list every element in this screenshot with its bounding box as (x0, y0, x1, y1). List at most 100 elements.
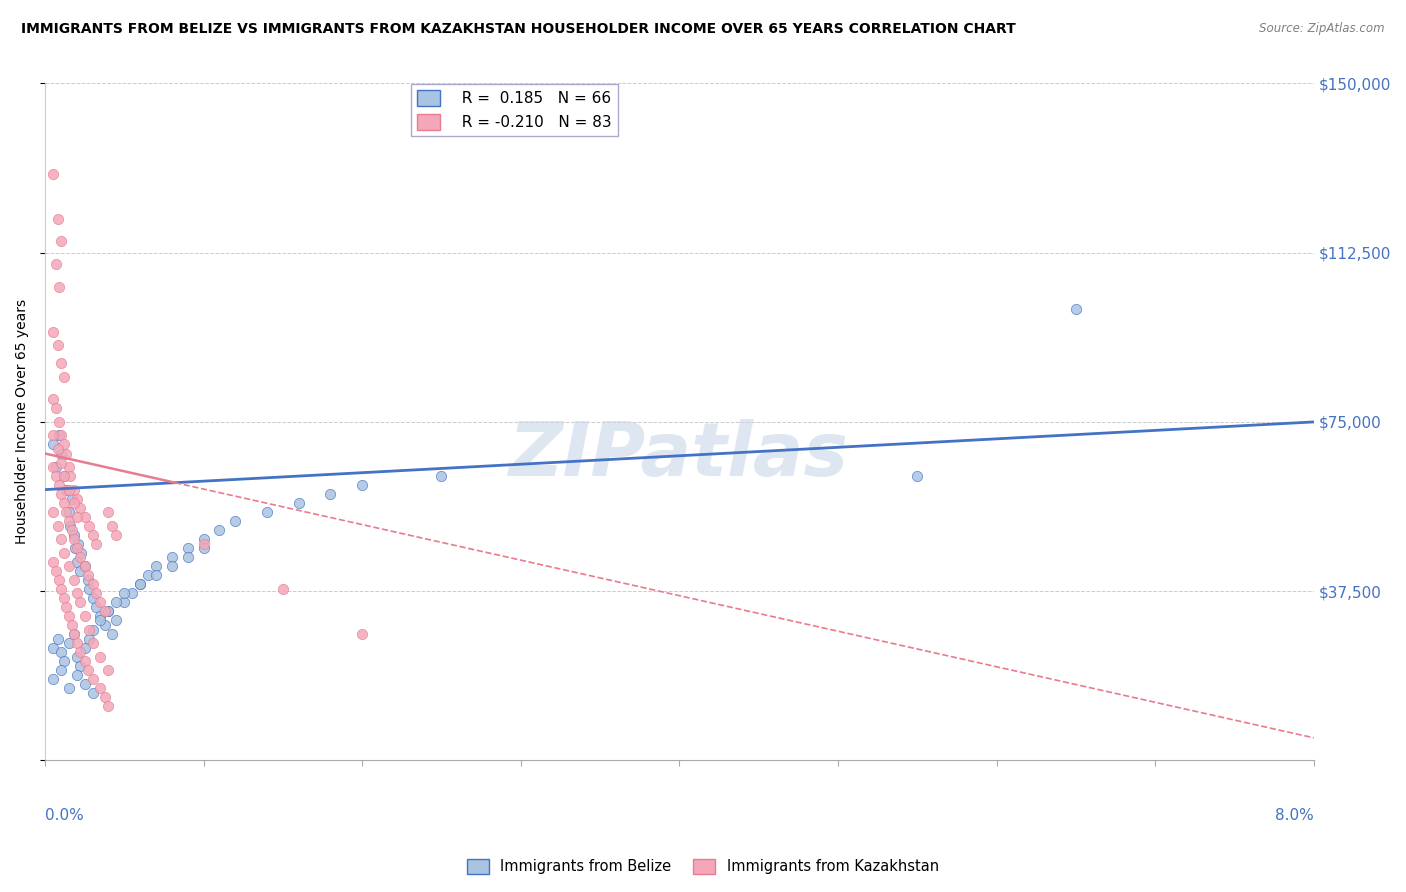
Point (48, 478, 70, 492)
Text: IMMIGRANTS FROM BELIZE VS IMMIGRANTS FROM KAZAKHSTAN HOUSEHOLDER INCOME OVER 65 : IMMIGRANTS FROM BELIZE VS IMMIGRANTS FRO… (21, 22, 1017, 37)
Point (97, 605, 120, 619)
Point (79, 518, 101, 533)
Point (62, 573, 84, 587)
Point (62, 533, 84, 547)
Text: 0.0%: 0.0% (45, 808, 84, 822)
Point (208, 523, 231, 537)
Point (45, 469, 67, 483)
Point (45, 401, 67, 416)
Point (105, 595, 128, 609)
Point (45, 460, 67, 475)
Point (905, 469, 928, 483)
Point (46, 211, 69, 226)
Point (59, 518, 82, 533)
Point (53, 469, 76, 483)
Point (73, 509, 96, 524)
Point (136, 568, 159, 582)
Point (59, 469, 82, 483)
Point (79, 632, 101, 646)
Point (73, 559, 96, 574)
Point (352, 478, 374, 492)
Point (82, 623, 104, 637)
Point (49, 456, 72, 470)
Point (49, 663, 72, 677)
Point (53, 546, 76, 560)
Point (105, 614, 128, 628)
Point (82, 527, 104, 541)
Point (53, 591, 76, 605)
Point (49, 582, 72, 596)
Point (69, 564, 91, 578)
Point (112, 586, 135, 600)
Point (271, 582, 294, 596)
Point (42, 428, 65, 442)
Point (177, 550, 200, 565)
Point (58, 514, 80, 528)
Point (66, 555, 89, 569)
Point (58, 559, 80, 574)
Point (73, 654, 96, 668)
Point (46, 338, 69, 352)
Point (69, 595, 91, 609)
Point (82, 686, 104, 700)
Point (89, 609, 111, 624)
Point (97, 663, 120, 677)
Point (193, 541, 215, 556)
Point (58, 505, 80, 519)
Point (58, 483, 80, 497)
Point (46, 632, 69, 646)
Point (89, 595, 111, 609)
Point (55, 446, 77, 460)
Point (66, 667, 89, 681)
Point (42, 437, 65, 451)
Point (42, 505, 65, 519)
Point (97, 505, 120, 519)
Point (62, 627, 84, 641)
Point (97, 699, 120, 714)
Point (49, 533, 72, 547)
Point (42, 555, 65, 569)
Point (112, 595, 135, 609)
Point (49, 487, 72, 501)
Point (42, 167, 65, 181)
Legend: Immigrants from Belize, Immigrants from Kazakhstan: Immigrants from Belize, Immigrants from … (461, 853, 945, 880)
Point (42, 392, 65, 407)
Point (97, 605, 120, 619)
Point (58, 636, 80, 650)
Text: ZIPatlas: ZIPatlas (509, 419, 849, 492)
Legend:   R =  0.185   N = 66,   R = -0.210   N = 83: R = 0.185 N = 66, R = -0.210 N = 83 (411, 85, 617, 136)
Text: 8.0%: 8.0% (1275, 808, 1313, 822)
Point (62, 483, 84, 497)
Point (79, 582, 101, 596)
Point (48, 415, 70, 429)
Point (42, 640, 65, 655)
Point (319, 487, 342, 501)
Point (160, 559, 183, 574)
Point (42, 460, 65, 475)
Point (66, 509, 89, 524)
Point (46, 442, 69, 456)
Text: Source: ZipAtlas.com: Source: ZipAtlas.com (1260, 22, 1385, 36)
Point (79, 623, 101, 637)
Point (48, 428, 70, 442)
Point (49, 645, 72, 659)
Point (76, 573, 98, 587)
Point (66, 636, 89, 650)
Point (1064, 302, 1087, 317)
Point (94, 605, 117, 619)
Point (224, 514, 246, 528)
Point (66, 649, 89, 664)
Point (352, 627, 374, 641)
Point (82, 672, 104, 686)
Point (129, 577, 152, 591)
Point (73, 609, 96, 624)
Point (46, 518, 69, 533)
Point (55, 505, 77, 519)
Point (193, 533, 215, 547)
Point (53, 369, 76, 384)
Point (94, 618, 117, 632)
Point (53, 469, 76, 483)
Point (58, 460, 80, 475)
Y-axis label: Householder Income Over 65 years: Householder Income Over 65 years (15, 300, 30, 544)
Point (62, 527, 84, 541)
